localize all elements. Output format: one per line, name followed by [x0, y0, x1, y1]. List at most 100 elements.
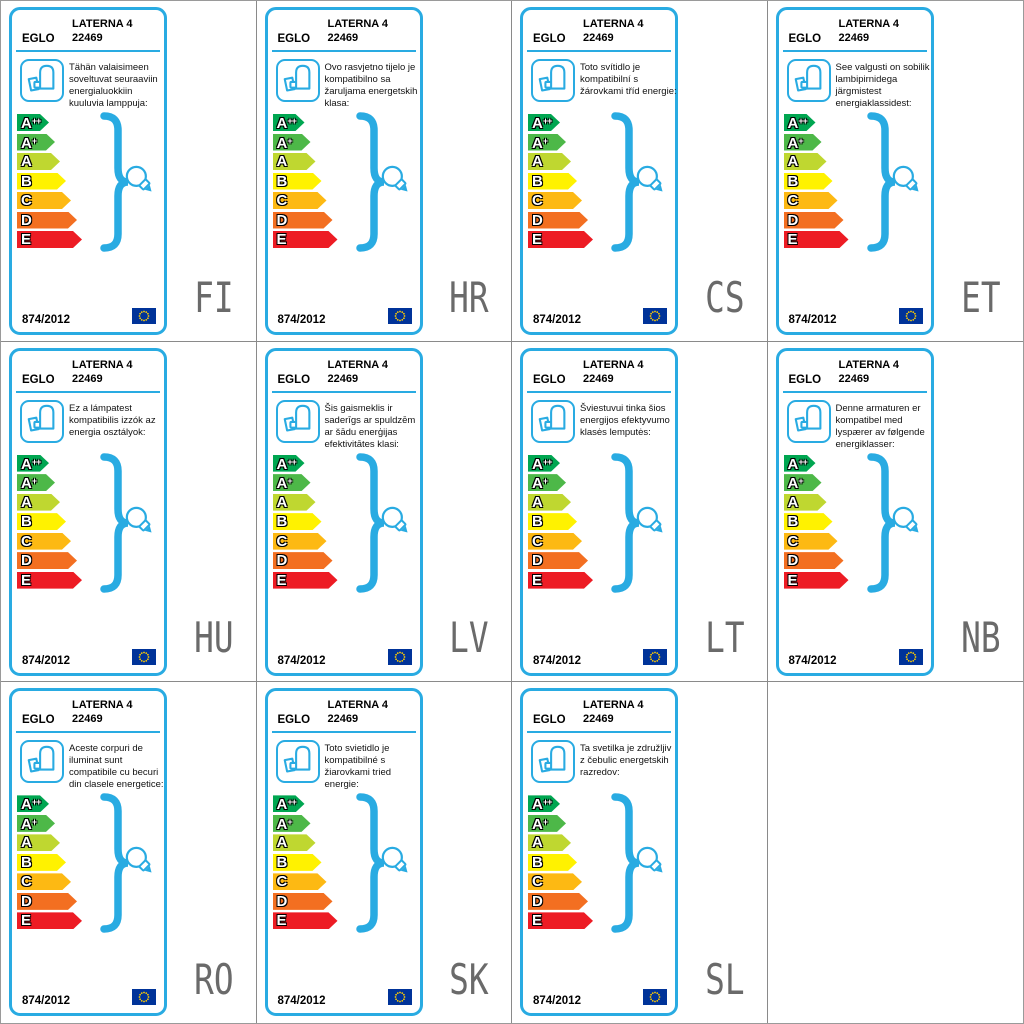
compatibility-text: Aceste corpuri de iluminat sunt compatib…: [69, 743, 164, 791]
energy-class-grade: A+: [21, 815, 37, 833]
light-bulb-icon: [892, 506, 919, 533]
energy-class-grade: A++: [21, 455, 41, 473]
regulation-number: 874/2012: [533, 314, 581, 326]
energy-class-grade: A++: [532, 455, 552, 473]
article-number: 22469: [583, 32, 614, 44]
compatibility-text: Ta svetilka je združljiv z čebulic energ…: [580, 743, 672, 779]
energy-label-card: EGLO LATERNA 4 22469 Ez a lámpatest komp…: [9, 347, 167, 676]
energy-class-grade: E: [21, 912, 32, 930]
label-cell: EGLO LATERNA 4 22469 Šis gaismeklis ir s…: [256, 341, 512, 683]
energy-class-arrow-A+: A+: [17, 815, 55, 832]
compatibility-text: Tähän valaisimeen soveltuvat seuraaviin …: [69, 62, 158, 109]
energy-class-grade: B: [21, 853, 32, 871]
energy-class-arrow-E: E: [784, 572, 849, 589]
energy-class-arrow-B: B: [784, 513, 833, 530]
energy-class-arrow-C: C: [528, 873, 582, 890]
label-cell: EGLO LATERNA 4 22469 Šviestuvui tinka ši…: [512, 341, 768, 683]
energy-class-arrow-C: C: [17, 533, 71, 550]
brand-name: EGLO: [22, 714, 55, 727]
brand-name: EGLO: [533, 373, 566, 386]
energy-class-grade: D: [21, 211, 32, 229]
brand-name: EGLO: [788, 373, 822, 386]
brand-name: EGLO: [533, 33, 566, 45]
energy-class-arrow-A: A: [528, 153, 571, 170]
energy-class-arrow-E: E: [273, 912, 338, 929]
energy-class-arrow-A: A: [273, 153, 316, 170]
compatibility-text: Ovo rasvjetno tijelo je kompatibilno sa …: [324, 62, 418, 109]
energy-class-arrow-B: B: [528, 173, 577, 190]
wall-lamp-glyph: [283, 64, 310, 92]
energy-class-grade: A+: [532, 815, 548, 833]
language-code: NB: [961, 613, 1001, 663]
energy-label-card: EGLO LATERNA 4 22469 Ovo rasvjetno tijel…: [264, 7, 423, 335]
energy-class-arrow-A++: A++: [528, 795, 560, 812]
energy-scale: A++ A+ A B C D E: [528, 455, 593, 592]
eu-flag-icon: [643, 989, 667, 1006]
brand-name: EGLO: [22, 373, 55, 386]
energy-class-grade: A+: [276, 134, 292, 152]
energy-class-arrow-A: A: [528, 494, 571, 511]
energy-class-arrow-A++: A++: [528, 114, 560, 131]
energy-class-grade: C: [276, 192, 288, 209]
energy-class-arrow-E: E: [784, 231, 849, 248]
energy-class-grade: A+: [787, 134, 803, 152]
energy-class-grade: A+: [21, 134, 37, 152]
energy-class-grade: D: [532, 211, 543, 229]
wall-lamp-icon: [786, 59, 831, 102]
energy-class-arrow-A++: A++: [784, 114, 816, 131]
energy-scale: A++ A+ A B C D E: [273, 455, 338, 592]
article-number: 22469: [72, 713, 103, 726]
brace-icon: [100, 452, 129, 593]
energy-class-grade: A: [532, 834, 543, 852]
bulb-classes-bracket: [352, 451, 416, 600]
model-name: LATERNA 4: [327, 18, 389, 30]
energy-scale: A++ A+ A B C D E: [17, 455, 82, 592]
regulation-number: 874/2012: [22, 654, 70, 667]
language-code: SK: [449, 954, 489, 1004]
energy-class-arrow-D: D: [528, 552, 588, 569]
compatibility-text: Šviestuvui tinka šios energijos efektyvu…: [580, 402, 670, 438]
energy-class-grade: B: [21, 513, 32, 531]
energy-class-grade: A++: [532, 796, 552, 814]
eu-flag-icon: [387, 648, 412, 665]
language-code: ET: [961, 272, 1001, 322]
energy-class-grade: A+: [276, 475, 292, 493]
energy-class-grade: A++: [21, 796, 41, 814]
label-cell: EGLO LATERNA 4 22469 Aceste corpuri de i…: [1, 682, 257, 1023]
energy-class-arrow-A+: A+: [17, 474, 55, 491]
energy-label-card: EGLO LATERNA 4 22469 Toto svítidlo je ko…: [520, 7, 678, 335]
brace-icon: [866, 112, 895, 252]
energy-class-arrow-B: B: [784, 173, 833, 190]
bulb-classes-bracket: [863, 110, 927, 259]
energy-label-card: EGLO LATERNA 4 22469 Aceste corpuri de i…: [9, 688, 167, 1017]
energy-class-arrow-A++: A++: [17, 795, 49, 812]
brand-name: EGLO: [277, 714, 311, 727]
light-bulb-icon: [381, 165, 408, 192]
energy-class-grade: E: [21, 571, 32, 589]
label-cell: EGLO LATERNA 4 22469 Ta svetilka je zdru…: [512, 682, 768, 1023]
light-bulb-icon: [636, 847, 663, 873]
energy-class-grade: A+: [787, 475, 803, 493]
wall-lamp-icon: [275, 59, 320, 102]
language-code: SL: [705, 954, 745, 1004]
model-block: LATERNA 4 22469: [328, 358, 389, 386]
brace-icon: [355, 452, 384, 593]
energy-class-arrow-B: B: [273, 173, 322, 190]
energy-class-grade: C: [532, 873, 543, 891]
brace-icon: [611, 793, 640, 934]
brace-icon: [100, 793, 129, 934]
wall-lamp-glyph: [283, 404, 310, 432]
energy-class-grade: E: [276, 231, 287, 248]
energy-class-arrow-A+: A+: [273, 134, 311, 151]
energy-label-card: EGLO LATERNA 4 22469 Tähän valaisimeen s…: [9, 7, 167, 335]
energy-class-arrow-A: A: [273, 834, 316, 851]
bulb-classes-bracket: [96, 791, 160, 940]
empty-cell: [767, 682, 1023, 1023]
energy-class-arrow-B: B: [528, 513, 577, 530]
energy-class-grade: B: [276, 513, 288, 531]
energy-class-grade: A: [21, 153, 32, 170]
energy-class-grade: B: [787, 172, 799, 190]
language-code: RO: [194, 954, 234, 1004]
light-bulb-icon: [125, 165, 152, 192]
energy-class-arrow-C: C: [528, 533, 582, 550]
